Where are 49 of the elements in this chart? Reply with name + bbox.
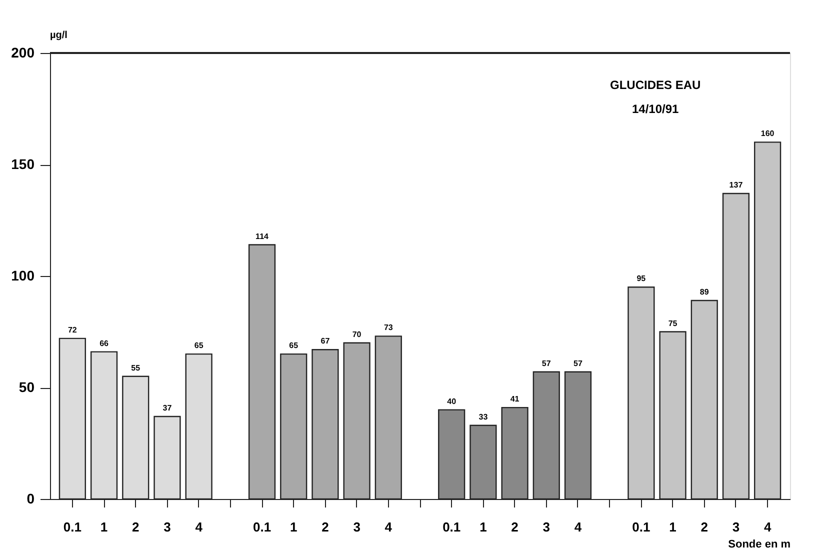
x-tick-label: 0.1 xyxy=(442,520,461,534)
x-tick-label: 3 xyxy=(353,520,360,534)
x-tick-label: 1 xyxy=(669,520,676,534)
x-tick-label: 0.1 xyxy=(63,520,82,534)
x-axis-title: Sonde en m xyxy=(728,538,791,550)
data-label: 73 xyxy=(384,323,394,332)
data-label: 114 xyxy=(256,232,270,241)
x-tick-label: 4 xyxy=(574,520,582,534)
x-tick-label: 3 xyxy=(542,520,550,534)
data-label: 37 xyxy=(162,403,172,412)
data-label: 57 xyxy=(574,358,583,368)
data-label: 160 xyxy=(760,129,775,138)
data-label: 89 xyxy=(700,288,710,297)
x-tick-label: 0.1 xyxy=(632,520,650,534)
x-tick-label: 2 xyxy=(511,520,518,534)
x-tick-label: 4 xyxy=(195,520,204,534)
y-axis-title: µg/l xyxy=(50,30,68,41)
data-label: 41 xyxy=(510,394,520,404)
x-tick-label: 1 xyxy=(290,520,298,534)
x-tick-label: 0.1 xyxy=(252,520,272,534)
data-label: 66 xyxy=(100,338,110,348)
y-tick-label: 50 xyxy=(18,379,35,395)
data-label: 40 xyxy=(447,396,457,406)
x-tick-label: 1 xyxy=(480,520,487,534)
y-tick-label: 200 xyxy=(11,44,35,60)
data-label: 70 xyxy=(352,330,362,339)
x-tick-label: 2 xyxy=(700,520,708,534)
data-label: 137 xyxy=(729,180,744,190)
data-label: 65 xyxy=(194,341,204,350)
y-tick-label: 100 xyxy=(11,268,35,284)
y-tick-label: 0 xyxy=(26,490,35,506)
data-label: 55 xyxy=(131,363,141,372)
text: GLUCIDES EAU xyxy=(610,78,701,92)
data-label: 95 xyxy=(636,274,646,284)
data-label: 33 xyxy=(478,412,488,422)
y-tick-label: 150 xyxy=(11,156,35,172)
x-tick-label: 2 xyxy=(322,520,329,534)
x-tick-label: 1 xyxy=(100,520,108,534)
x-tick-label: 3 xyxy=(164,520,171,534)
text: 14/10/91 xyxy=(632,102,680,116)
x-tick-label: 4 xyxy=(764,520,772,534)
data-label: 57 xyxy=(542,358,552,368)
data-label: 65 xyxy=(289,341,299,350)
x-tick-label: 4 xyxy=(384,520,393,534)
data-label: 67 xyxy=(320,336,330,346)
x-tick-label: 2 xyxy=(132,520,140,534)
data-label: 72 xyxy=(68,325,78,334)
x-tick-label: 3 xyxy=(732,520,740,534)
data-label: 75 xyxy=(668,318,678,328)
